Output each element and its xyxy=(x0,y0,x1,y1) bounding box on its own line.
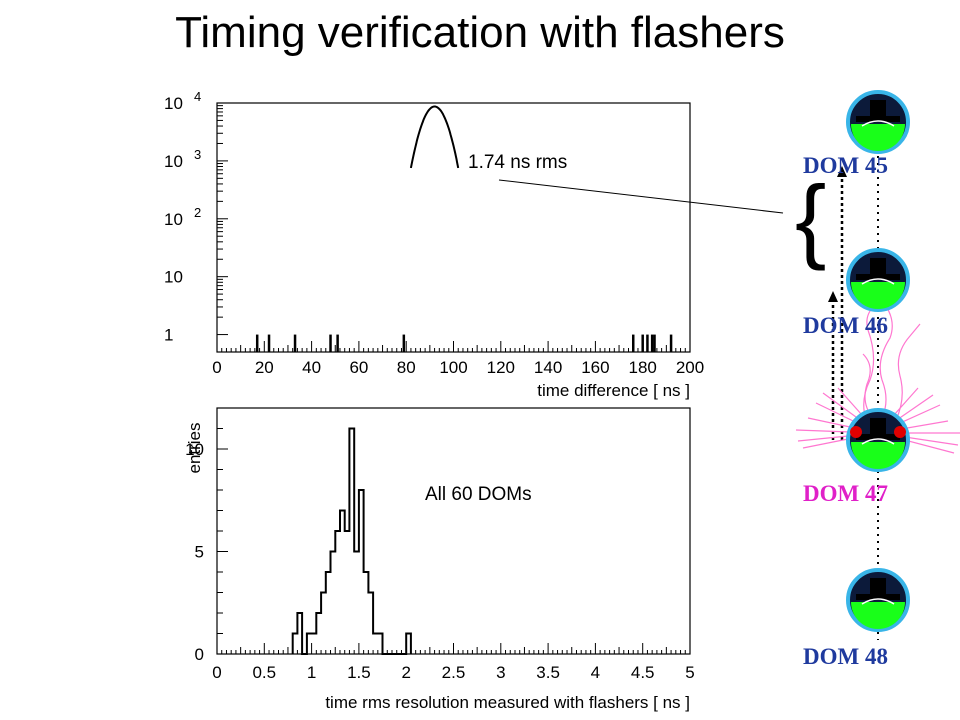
dom-46-sphere xyxy=(846,248,910,312)
dom-45-sphere xyxy=(846,90,910,154)
dom-pmt-hemisphere xyxy=(851,442,905,469)
bottom-y-tick-label: 5 xyxy=(195,543,204,562)
top-x-tick-label: 120 xyxy=(487,358,515,377)
dom-47-sphere xyxy=(846,408,910,472)
dom-47-label: DOM 47 xyxy=(803,481,888,506)
bottom-y-tick-label: 0 xyxy=(195,645,204,664)
flasher-led-left xyxy=(850,426,862,438)
top-x-tick-labels: 0 20 40 60 80 100 120 140 160 180 200 xyxy=(212,358,704,377)
dom-pmt-hemisphere xyxy=(851,602,905,629)
dom-electronics xyxy=(870,578,886,596)
bottom-chart: 0 5 10 0 0.5 1 1.5 2 2.5 3 3.5 4 4.5 5 time rms reso… xyxy=(185,407,695,712)
bottom-y-tick-label: 10 xyxy=(185,440,204,459)
top-x-tick-label: 40 xyxy=(302,358,321,377)
bottom-x-tick-label: 1 xyxy=(307,663,316,682)
dom-waist xyxy=(856,274,900,280)
flasher-led-right xyxy=(894,426,906,438)
top-y-tick-exponent: 3 xyxy=(194,147,201,162)
top-x-tick-label: 0 xyxy=(212,358,221,377)
scattered-photon-path xyxy=(895,323,921,421)
top-y-tick-exponent: 2 xyxy=(194,205,201,220)
top-y-tick-labels: 1 10 10 2 10 3 10 4 xyxy=(164,89,201,345)
dom-highlight xyxy=(861,438,895,445)
top-axis-ticks xyxy=(216,105,691,352)
dom-waist xyxy=(856,594,900,600)
annotation-pointer xyxy=(498,179,784,214)
top-y-tick-label: 1 xyxy=(164,326,173,345)
dom-waist xyxy=(856,434,900,440)
top-x-tick-label: 200 xyxy=(676,358,704,377)
top-y-tick-label: 10 xyxy=(164,268,183,287)
dom-pmt-hemisphere xyxy=(851,282,905,309)
bottom-x-tick-label: 3.5 xyxy=(536,663,560,682)
dom-electronics xyxy=(870,100,886,118)
bottom-x-tick-label: 2.5 xyxy=(442,663,466,682)
top-y-tick-label: 10 xyxy=(164,152,183,171)
arrowhead-45 xyxy=(837,166,847,177)
top-x-tick-label: 60 xyxy=(349,358,368,377)
dom-45-label: DOM 45 xyxy=(803,153,888,178)
dom-electronics xyxy=(870,258,886,276)
dom-highlight xyxy=(861,120,895,127)
dom-48-label: DOM 48 xyxy=(803,644,888,669)
bottom-x-tick-label: 1.5 xyxy=(347,663,371,682)
dom-string-diagram: DOM 45 DOM 46 DOM 47 DOM 48 { xyxy=(795,90,960,669)
bottom-histogram xyxy=(291,427,412,655)
dom-46-label: DOM 46 xyxy=(803,313,888,338)
dom-electronics xyxy=(870,418,886,436)
bottom-x-axis-label: time rms resolution measured with flashe… xyxy=(325,693,690,712)
scattered-photon-path xyxy=(862,353,874,419)
dom-highlight xyxy=(861,278,895,285)
top-annotation: 1.74 ns rms xyxy=(468,152,567,173)
top-x-tick-label: 180 xyxy=(629,358,657,377)
bottom-plot-frame xyxy=(216,407,691,655)
top-x-tick-label: 20 xyxy=(255,358,274,377)
top-x-tick-label: 100 xyxy=(439,358,467,377)
bottom-x-tick-label: 0.5 xyxy=(252,663,276,682)
top-gaussian-fit xyxy=(409,105,460,169)
top-x-tick-label: 140 xyxy=(534,358,562,377)
arrowhead-46 xyxy=(828,291,838,302)
top-y-tick-label: 10 xyxy=(164,94,183,113)
top-y-tick-exponent: 4 xyxy=(194,89,201,104)
bottom-y-axis-label: entries xyxy=(185,422,204,473)
top-chart: 1 10 10 2 10 3 10 4 0 20 40 60 80 100 120 140 160 180 200… xyxy=(164,89,784,400)
slide-title: Timing verification with flashers xyxy=(175,8,785,57)
top-histogram xyxy=(255,105,673,352)
dom-pmt-hemisphere xyxy=(851,124,905,151)
top-y-tick-label: 10 xyxy=(164,210,183,229)
top-plot-frame xyxy=(216,102,691,353)
bottom-y-tick-labels: 0 5 10 xyxy=(185,440,204,664)
bottom-x-tick-label: 5 xyxy=(685,663,694,682)
bottom-axis-ticks xyxy=(216,407,691,655)
bottom-x-tick-label: 0 xyxy=(212,663,221,682)
bottom-x-tick-label: 4 xyxy=(591,663,600,682)
top-x-axis-label: time difference [ ns ] xyxy=(537,381,690,400)
top-x-tick-label: 80 xyxy=(397,358,416,377)
scattered-photon-path xyxy=(863,305,875,421)
bottom-x-tick-label: 4.5 xyxy=(631,663,655,682)
brace-icon: { xyxy=(795,166,826,271)
dom-48-sphere xyxy=(846,568,910,632)
dom-highlight xyxy=(861,598,895,605)
bottom-x-tick-label: 3 xyxy=(496,663,505,682)
scattered-photon-path xyxy=(879,305,893,419)
bottom-annotation: All 60 DOMs xyxy=(425,484,532,505)
bottom-x-tick-labels: 0 0.5 1 1.5 2 2.5 3 3.5 4 4.5 5 xyxy=(212,663,694,682)
bottom-x-tick-label: 2 xyxy=(401,663,410,682)
dom-waist xyxy=(856,116,900,122)
top-x-tick-label: 160 xyxy=(581,358,609,377)
